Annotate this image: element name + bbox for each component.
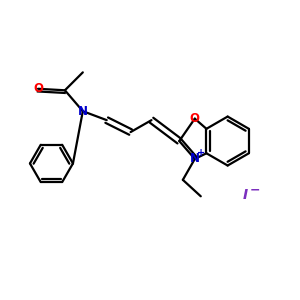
Text: O: O [33, 82, 43, 95]
Text: N: N [190, 152, 200, 166]
Text: O: O [190, 112, 200, 125]
Text: I: I [243, 188, 248, 202]
Text: −: − [250, 184, 260, 197]
Text: N: N [78, 105, 88, 118]
Text: +: + [197, 148, 206, 158]
